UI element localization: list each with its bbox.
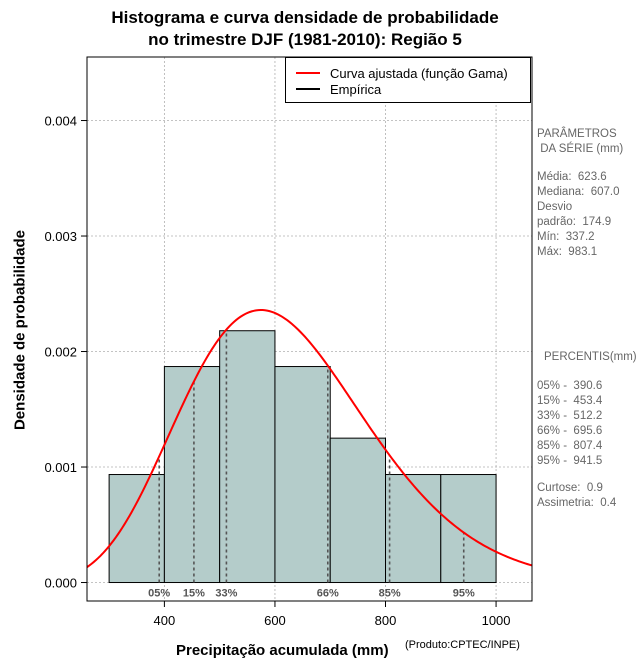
percentile-label: 85%	[379, 588, 401, 600]
percentile-label: 15%	[183, 588, 205, 600]
legend-item-fitted: Curva ajustada (função Gama)	[286, 65, 508, 81]
y-tick-label: 0.000	[44, 576, 77, 591]
histogram-bar	[108, 474, 165, 584]
legend-swatch-fitted	[296, 72, 320, 74]
x-tick-label: 400	[154, 613, 176, 628]
stat-p85: 85% - 807.4	[537, 440, 603, 452]
percentile-label: 05%	[148, 588, 170, 600]
stat-skewness: Assimetria: 0.4	[537, 497, 617, 509]
chart-title-line2: no trimestre DJF (1981-2010): Região 5	[148, 30, 462, 49]
stat-p66: 66% - 695.6	[537, 425, 603, 437]
stat-desvio: Desvio	[537, 201, 573, 213]
stat-p33: 33% - 512.2	[537, 410, 603, 422]
stat-p05: 05% - 390.6	[537, 380, 603, 392]
y-axis-label: Densidade de probabilidade	[11, 229, 29, 431]
x-tick-label: 600	[264, 613, 286, 628]
legend-item-empirical: Empírica	[286, 81, 381, 97]
params-heading-2: DA SÉRIE (mm)	[537, 143, 624, 155]
histogram-bar	[329, 437, 387, 584]
gamma-density-curve	[87, 308, 532, 568]
y-tick-label: 0.002	[44, 345, 77, 360]
percentile-label: 66%	[317, 588, 339, 600]
histogram-bar	[274, 366, 331, 584]
product-credit: (Produto:CPTEC/INPE)	[405, 639, 520, 651]
stat-mean: Média: 623.6	[537, 171, 607, 183]
legend-label-empirical: Empírica	[330, 81, 382, 97]
percentis-heading: PERCENTIS(mm)	[544, 351, 637, 363]
stat-p15: 15% - 453.4	[537, 395, 603, 407]
histogram-bar	[219, 330, 276, 584]
histogram-bar	[385, 474, 442, 584]
params-heading-1: PARÂMETROS	[537, 128, 617, 140]
x-tick-label: 800	[375, 613, 397, 628]
histogram-bar	[163, 366, 221, 584]
stat-max: Máx: 983.1	[537, 246, 598, 258]
stat-sd: padrão: 174.9	[537, 216, 612, 228]
legend-swatch-empirical	[296, 88, 320, 90]
stat-min: Mín: 337.2	[537, 231, 595, 243]
x-axis-label: Precipitação acumulada (mm)	[176, 642, 389, 659]
chart-legend: Curva ajustada (função Gama) Empírica	[285, 57, 531, 103]
legend-label-fitted: Curva ajustada (função Gama)	[330, 65, 508, 81]
stat-p95: 95% - 941.5	[537, 455, 603, 467]
percentile-label: 95%	[453, 588, 475, 600]
chart-title-line1: Histograma e curva densidade de probabil…	[111, 8, 499, 27]
stat-kurtosis: Curtose: 0.9	[537, 482, 603, 494]
x-tick-label: 1000	[482, 613, 511, 628]
percentile-label: 33%	[215, 588, 237, 600]
y-tick-label: 0.003	[44, 229, 77, 244]
y-tick-label: 0.001	[44, 460, 77, 475]
y-tick-label: 0.004	[44, 114, 77, 129]
histogram-bar	[440, 474, 497, 584]
stat-median: Mediana: 607.0	[537, 186, 620, 198]
